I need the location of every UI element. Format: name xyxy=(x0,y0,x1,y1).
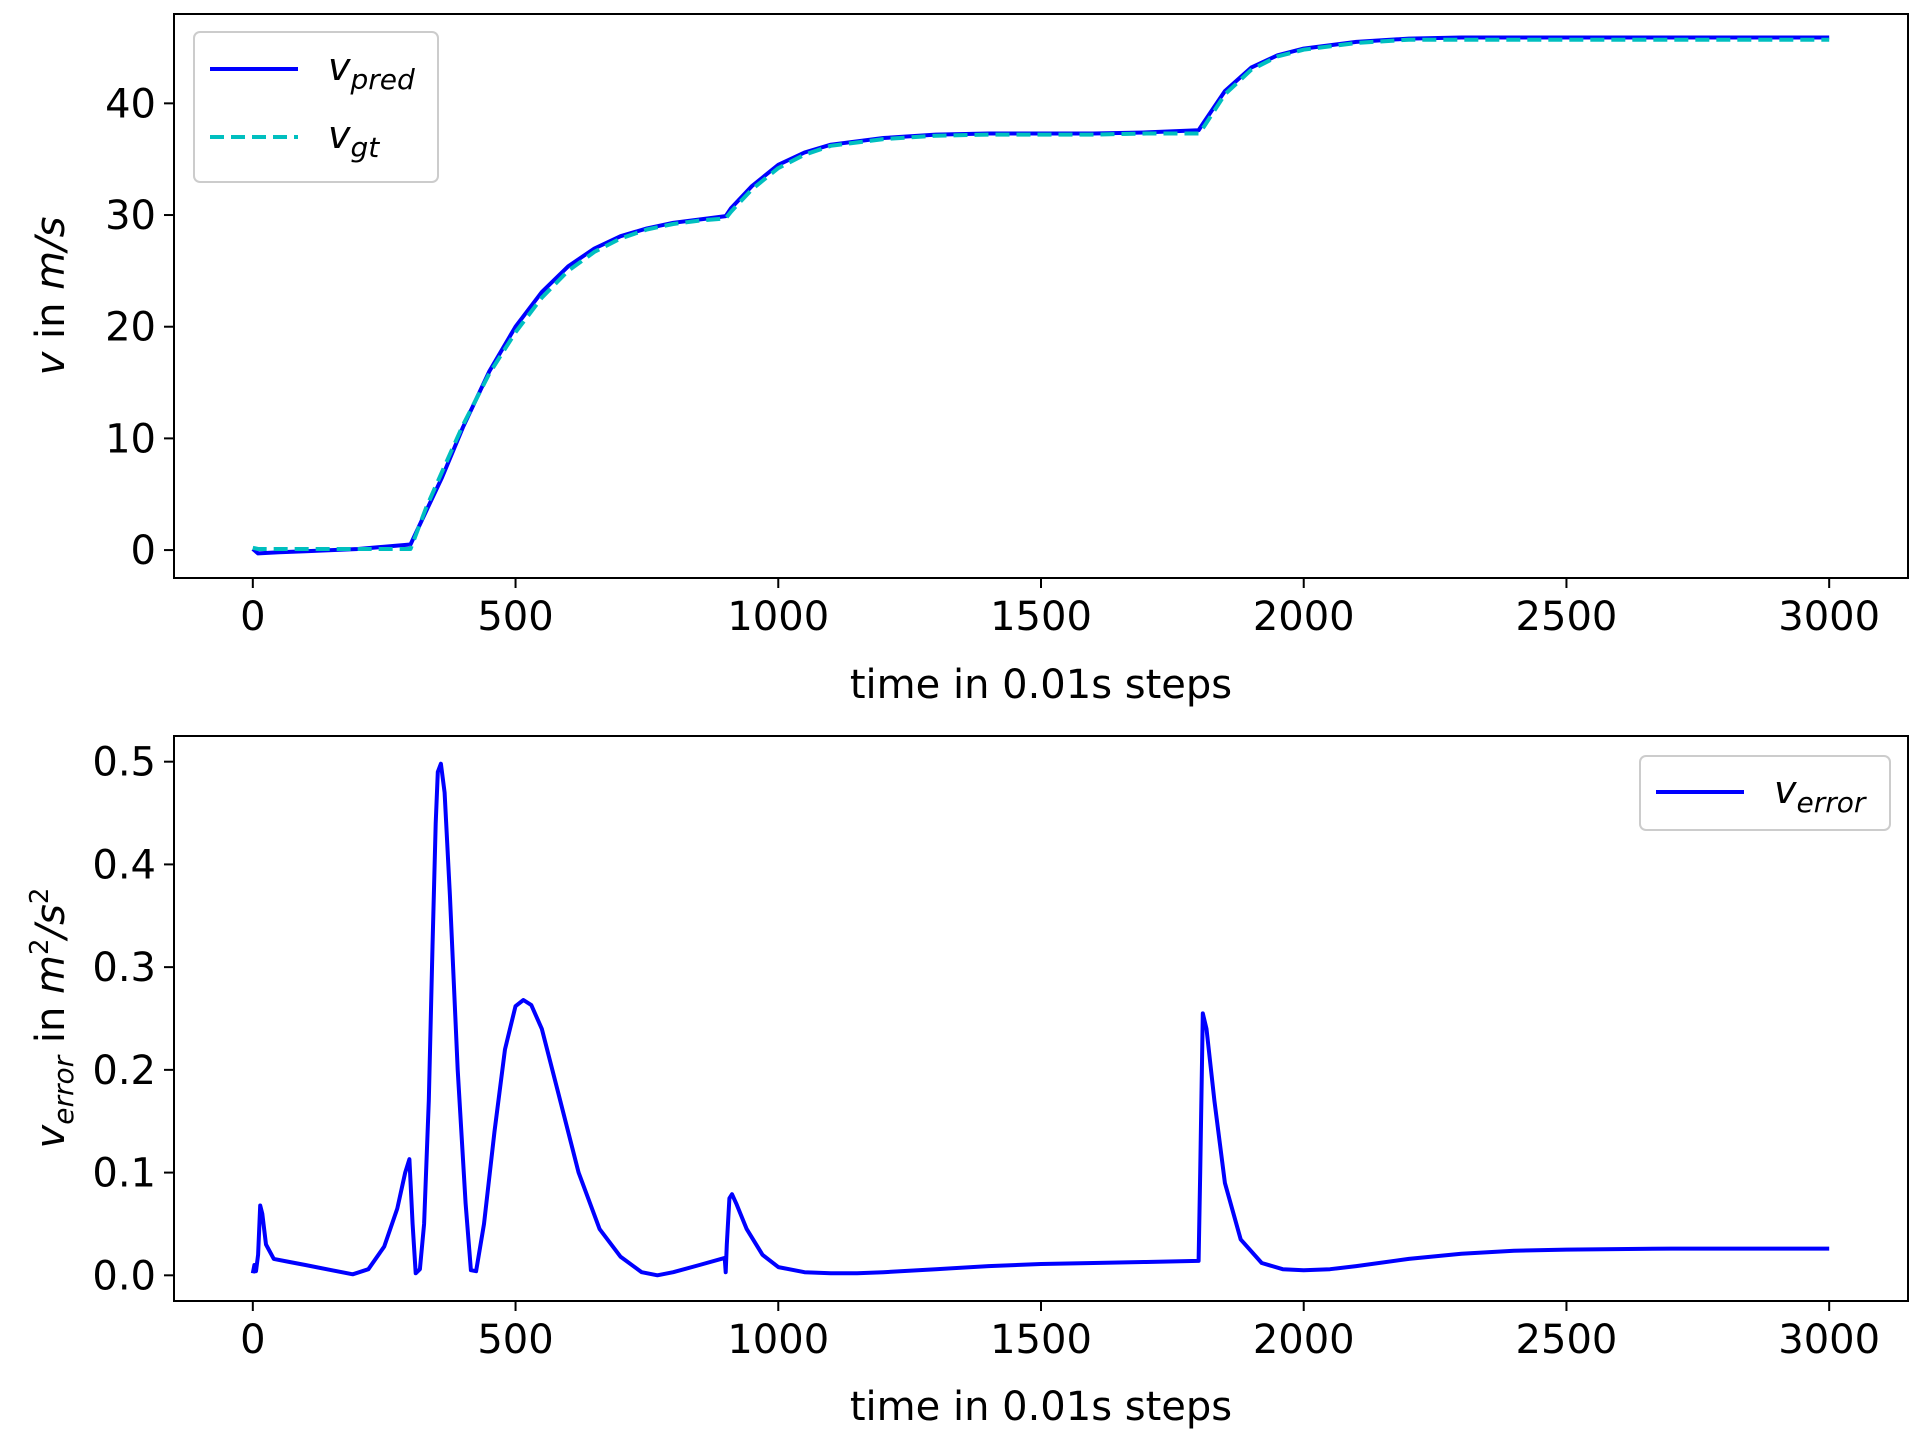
velocity-y-symbol: v xyxy=(28,350,74,375)
series-line-v-error xyxy=(250,761,1830,1278)
error-y-unit-m: m xyxy=(28,955,74,994)
error-y-tick-label: 0.2 xyxy=(92,1048,156,1094)
error-y-in: in xyxy=(28,994,74,1056)
velocity-x-tick-label: 2000 xyxy=(1253,594,1355,640)
legend-v-pred-sub: pred xyxy=(350,63,416,96)
series-line-v-pred xyxy=(251,35,1830,556)
velocity-y-tick-label: 30 xyxy=(105,193,156,239)
velocity-legend-box xyxy=(193,31,439,183)
error-y-symbol: v xyxy=(28,1123,74,1148)
velocity-y-unit: m/s xyxy=(28,217,74,290)
error-x-tick-label: 3000 xyxy=(1778,1317,1880,1363)
velocity-x-tick-label: 2500 xyxy=(1516,594,1618,640)
velocity-x-tick-label: 1500 xyxy=(990,594,1092,640)
error-series-lines xyxy=(250,761,1830,1278)
legend-v-gt-base: v xyxy=(328,113,351,157)
error-legend-box xyxy=(1639,755,1891,831)
velocity-x-ticks: 0 500 1000 1500 2000 2500 3000 xyxy=(240,578,1880,640)
error-x-tick-label: 1500 xyxy=(990,1317,1092,1363)
error-chart: 0 500 1000 1500 2000 2500 3000 0.0 0.1 0.2 0.3 0.4… xyxy=(25,735,1909,1430)
error-x-tick-label: 1000 xyxy=(727,1317,829,1363)
legend-v-pred-base: v xyxy=(328,45,351,89)
legend-label-v-pred: vpred xyxy=(328,45,415,96)
error-y-tick-label: 0.4 xyxy=(92,842,156,888)
velocity-y-tick-label: 20 xyxy=(105,305,156,351)
velocity-y-axis-label: v in m/s xyxy=(28,217,74,376)
legend-v-gt-sub: gt xyxy=(351,131,381,164)
error-y-tick-label: 0.3 xyxy=(92,945,156,991)
error-x-axis-label: time in 0.01s steps xyxy=(850,1384,1232,1430)
velocity-x-axis-label: time in 0.01s steps xyxy=(850,662,1232,708)
error-y-sup2: 2 xyxy=(25,888,55,905)
legend-label-v-error: verror xyxy=(1774,768,1867,819)
error-y-tick-label: 0.5 xyxy=(92,740,156,786)
velocity-y-tick-label: 10 xyxy=(105,416,156,462)
velocity-series-lines xyxy=(251,35,1830,556)
velocity-x-tick-label: 0 xyxy=(240,594,265,640)
error-y-sub: error xyxy=(47,1054,80,1124)
error-x-tick-label: 2000 xyxy=(1253,1317,1355,1363)
error-y-axis-label: verror in m2/s2 xyxy=(25,888,80,1149)
legend-v-error-base: v xyxy=(1774,768,1797,812)
velocity-y-in: in xyxy=(28,290,74,352)
velocity-legend: vpred vgt xyxy=(193,31,439,183)
error-x-tick-label: 500 xyxy=(477,1317,553,1363)
legend-v-error-sub: error xyxy=(1797,786,1867,819)
series-line-v-gt xyxy=(252,37,1830,551)
velocity-y-tick-label: 40 xyxy=(105,81,156,127)
velocity-x-tick-label: 1000 xyxy=(727,594,829,640)
velocity-x-tick-label: 3000 xyxy=(1778,594,1880,640)
velocity-chart: 0 500 1000 1500 2000 2500 3000 0 10 20 30 40 time … xyxy=(28,13,1909,708)
error-y-tick-label: 0.1 xyxy=(92,1151,156,1197)
error-y-tick-label: 0.0 xyxy=(92,1253,156,1299)
velocity-y-tick-label: 0 xyxy=(131,528,156,574)
error-y-slash: / xyxy=(28,920,74,941)
error-y-sup1: 2 xyxy=(25,938,55,955)
error-legend: verror xyxy=(1639,755,1891,831)
error-y-unit-s: s xyxy=(28,904,74,925)
velocity-y-ticks: 0 10 20 30 40 xyxy=(105,81,174,574)
error-y-ticks: 0.0 0.1 0.2 0.3 0.4 0.5 xyxy=(92,740,174,1299)
error-x-tick-label: 0 xyxy=(240,1317,265,1363)
error-x-tick-label: 2500 xyxy=(1516,1317,1618,1363)
error-x-ticks: 0 500 1000 1500 2000 2500 3000 xyxy=(240,1301,1880,1363)
legend-label-v-gt: vgt xyxy=(328,113,380,164)
velocity-x-tick-label: 500 xyxy=(477,594,553,640)
